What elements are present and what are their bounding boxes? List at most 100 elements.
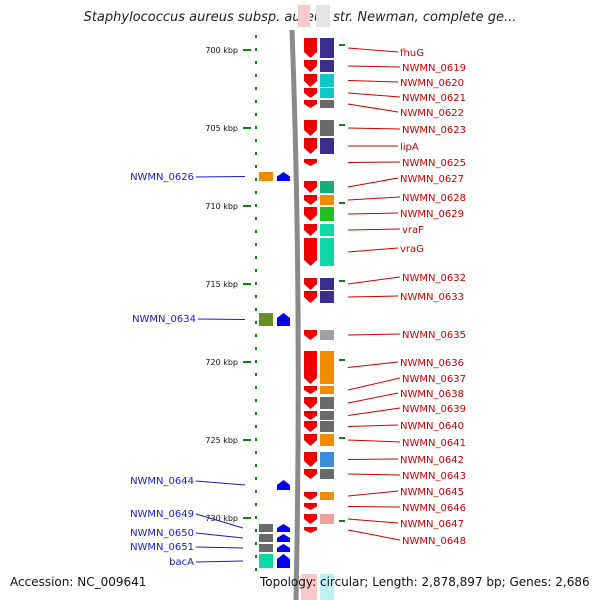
forward-gene-arrow[interactable]	[304, 278, 317, 290]
forward-gene-label[interactable]: NWMN_0648	[402, 536, 466, 547]
scale-minor-tick	[255, 295, 257, 298]
forward-gene-arrow[interactable]	[304, 514, 317, 524]
reverse-gene-label[interactable]: NWMN_0626	[130, 172, 194, 183]
forward-cog-block	[320, 397, 334, 409]
forward-label-leader	[347, 127, 401, 130]
forward-cog-block	[320, 434, 334, 446]
forward-gene-arrow[interactable]	[304, 159, 317, 166]
forward-gene-arrow[interactable]	[304, 421, 317, 432]
scale-tick-label: 700 kbp	[205, 46, 238, 55]
scale-minor-tick	[255, 217, 257, 220]
forward-cog-block	[320, 421, 334, 432]
forward-label-leader	[347, 92, 401, 98]
reverse-gene-label[interactable]: NWMN_0651	[130, 542, 194, 553]
forward-gene-arrow[interactable]	[304, 88, 317, 98]
forward-gene-arrow[interactable]	[304, 386, 317, 394]
ring-fragment-bottom-left	[301, 574, 317, 600]
forward-gene-arrow[interactable]	[304, 224, 317, 236]
forward-gene-label[interactable]: NWMN_0643	[402, 471, 466, 482]
forward-gene-label[interactable]: NWMN_0627	[400, 174, 464, 185]
forward-gene-arrow[interactable]	[304, 74, 317, 87]
genome-backbone	[289, 29, 301, 600]
reverse-gene-arrow[interactable]	[277, 524, 290, 532]
forward-gene-label[interactable]: NWMN_0629	[400, 209, 464, 220]
reverse-gene-arrow[interactable]	[277, 534, 290, 542]
forward-gene-arrow[interactable]	[304, 469, 317, 479]
reverse-gene-label[interactable]: NWMN_0644	[130, 476, 194, 487]
forward-gene-label[interactable]: NWMN_0620	[400, 78, 464, 89]
reverse-gene-label[interactable]: NWMN_0650	[130, 528, 194, 539]
forward-gene-label[interactable]: NWMN_0636	[400, 358, 464, 369]
reverse-gene-arrow[interactable]	[277, 544, 290, 552]
forward-gene-label[interactable]: NWMN_0639	[402, 404, 466, 415]
forward-gene-label[interactable]: NWMN_0622	[400, 108, 464, 119]
forward-label-leader	[347, 212, 399, 215]
reverse-gene-arrow[interactable]	[277, 172, 290, 181]
forward-gene-label[interactable]: NWMN_0638	[400, 389, 464, 400]
forward-gene-label[interactable]: NWMN_0621	[402, 93, 466, 104]
reverse-cog-block	[259, 524, 273, 532]
forward-gene-arrow[interactable]	[304, 291, 317, 303]
ring-fragment-top-left	[298, 5, 310, 27]
forward-gene-label[interactable]: NWMN_0633	[400, 292, 464, 303]
forward-cog-block	[320, 181, 334, 193]
forward-gene-label[interactable]: NWMN_0637	[402, 374, 466, 385]
scale-minor-tick	[255, 568, 257, 571]
reverse-gene-label[interactable]: NWMN_0649	[130, 509, 194, 520]
forward-gene-label[interactable]: NWMN_0625	[402, 158, 466, 169]
forward-gene-label[interactable]: NWMN_0646	[402, 503, 466, 514]
forward-gene-arrow[interactable]	[304, 100, 317, 108]
forward-gene-arrow[interactable]	[304, 411, 317, 420]
forward-gene-label[interactable]: NWMN_0623	[402, 125, 466, 136]
forward-gene-label[interactable]: fhuG	[400, 48, 424, 59]
forward-gene-label[interactable]: NWMN_0641	[402, 438, 466, 449]
reverse-gene-label[interactable]: bacA	[169, 557, 194, 568]
scale-tick-label: 725 kbp	[205, 436, 238, 445]
forward-gene-arrow[interactable]	[304, 330, 317, 340]
forward-gene-arrow[interactable]	[304, 452, 317, 467]
forward-label-leader	[347, 439, 401, 443]
forward-gene-arrow[interactable]	[304, 503, 317, 510]
forward-gene-label[interactable]: vraG	[400, 244, 424, 255]
forward-label-leader	[347, 276, 401, 285]
forward-gene-arrow[interactable]	[304, 397, 317, 409]
scale-tick-label: 730 kbp	[205, 514, 238, 523]
forward-gene-arrow[interactable]	[304, 434, 317, 446]
forward-gene-arrow[interactable]	[304, 60, 317, 72]
forward-gene-arrow[interactable]	[304, 527, 317, 533]
forward-gene-arrow[interactable]	[304, 138, 317, 154]
scale-minor-tick	[255, 490, 257, 493]
scale-minor-tick	[255, 477, 257, 480]
scale-minor-tick	[255, 113, 257, 116]
forward-gene-label[interactable]: NWMN_0645	[400, 487, 464, 498]
forward-label-leader	[347, 473, 401, 476]
forward-gene-label[interactable]: NWMN_0635	[402, 330, 466, 341]
reverse-gene-label[interactable]: NWMN_0634	[132, 314, 196, 325]
forward-gene-label[interactable]: lipA	[400, 142, 419, 153]
forward-gene-arrow[interactable]	[304, 38, 317, 58]
forward-gene-label[interactable]: NWMN_0628	[402, 193, 466, 204]
scale-minor-tick	[255, 61, 257, 64]
forward-gene-label[interactable]: NWMN_0640	[400, 421, 464, 432]
forward-gene-arrow[interactable]	[304, 120, 317, 136]
forward-gene-arrow[interactable]	[304, 181, 317, 193]
reverse-gene-arrow[interactable]	[277, 554, 290, 568]
forward-gene-arrow[interactable]	[304, 195, 317, 205]
forward-gene-label[interactable]: NWMN_0619	[402, 63, 466, 74]
forward-cog-block	[320, 38, 334, 58]
scale-minor-tick	[255, 243, 257, 246]
forward-gene-arrow[interactable]	[304, 351, 317, 384]
forward-gene-label[interactable]: NWMN_0647	[400, 519, 464, 530]
forward-gene-label[interactable]: NWMN_0642	[400, 455, 464, 466]
forward-gene-arrow[interactable]	[304, 492, 317, 500]
forward-gene-arrow[interactable]	[304, 238, 317, 266]
forward-gene-label[interactable]: vraF	[402, 225, 424, 236]
scale-minor-tick	[255, 451, 257, 454]
reverse-label-leader	[195, 560, 244, 563]
forward-label-leader	[347, 361, 399, 368]
forward-gene-label[interactable]: NWMN_0632	[402, 273, 466, 284]
reverse-gene-arrow[interactable]	[277, 480, 290, 490]
forward-gene-arrow[interactable]	[304, 207, 317, 221]
forward-cog-block	[320, 120, 334, 136]
reverse-gene-arrow[interactable]	[277, 313, 290, 326]
